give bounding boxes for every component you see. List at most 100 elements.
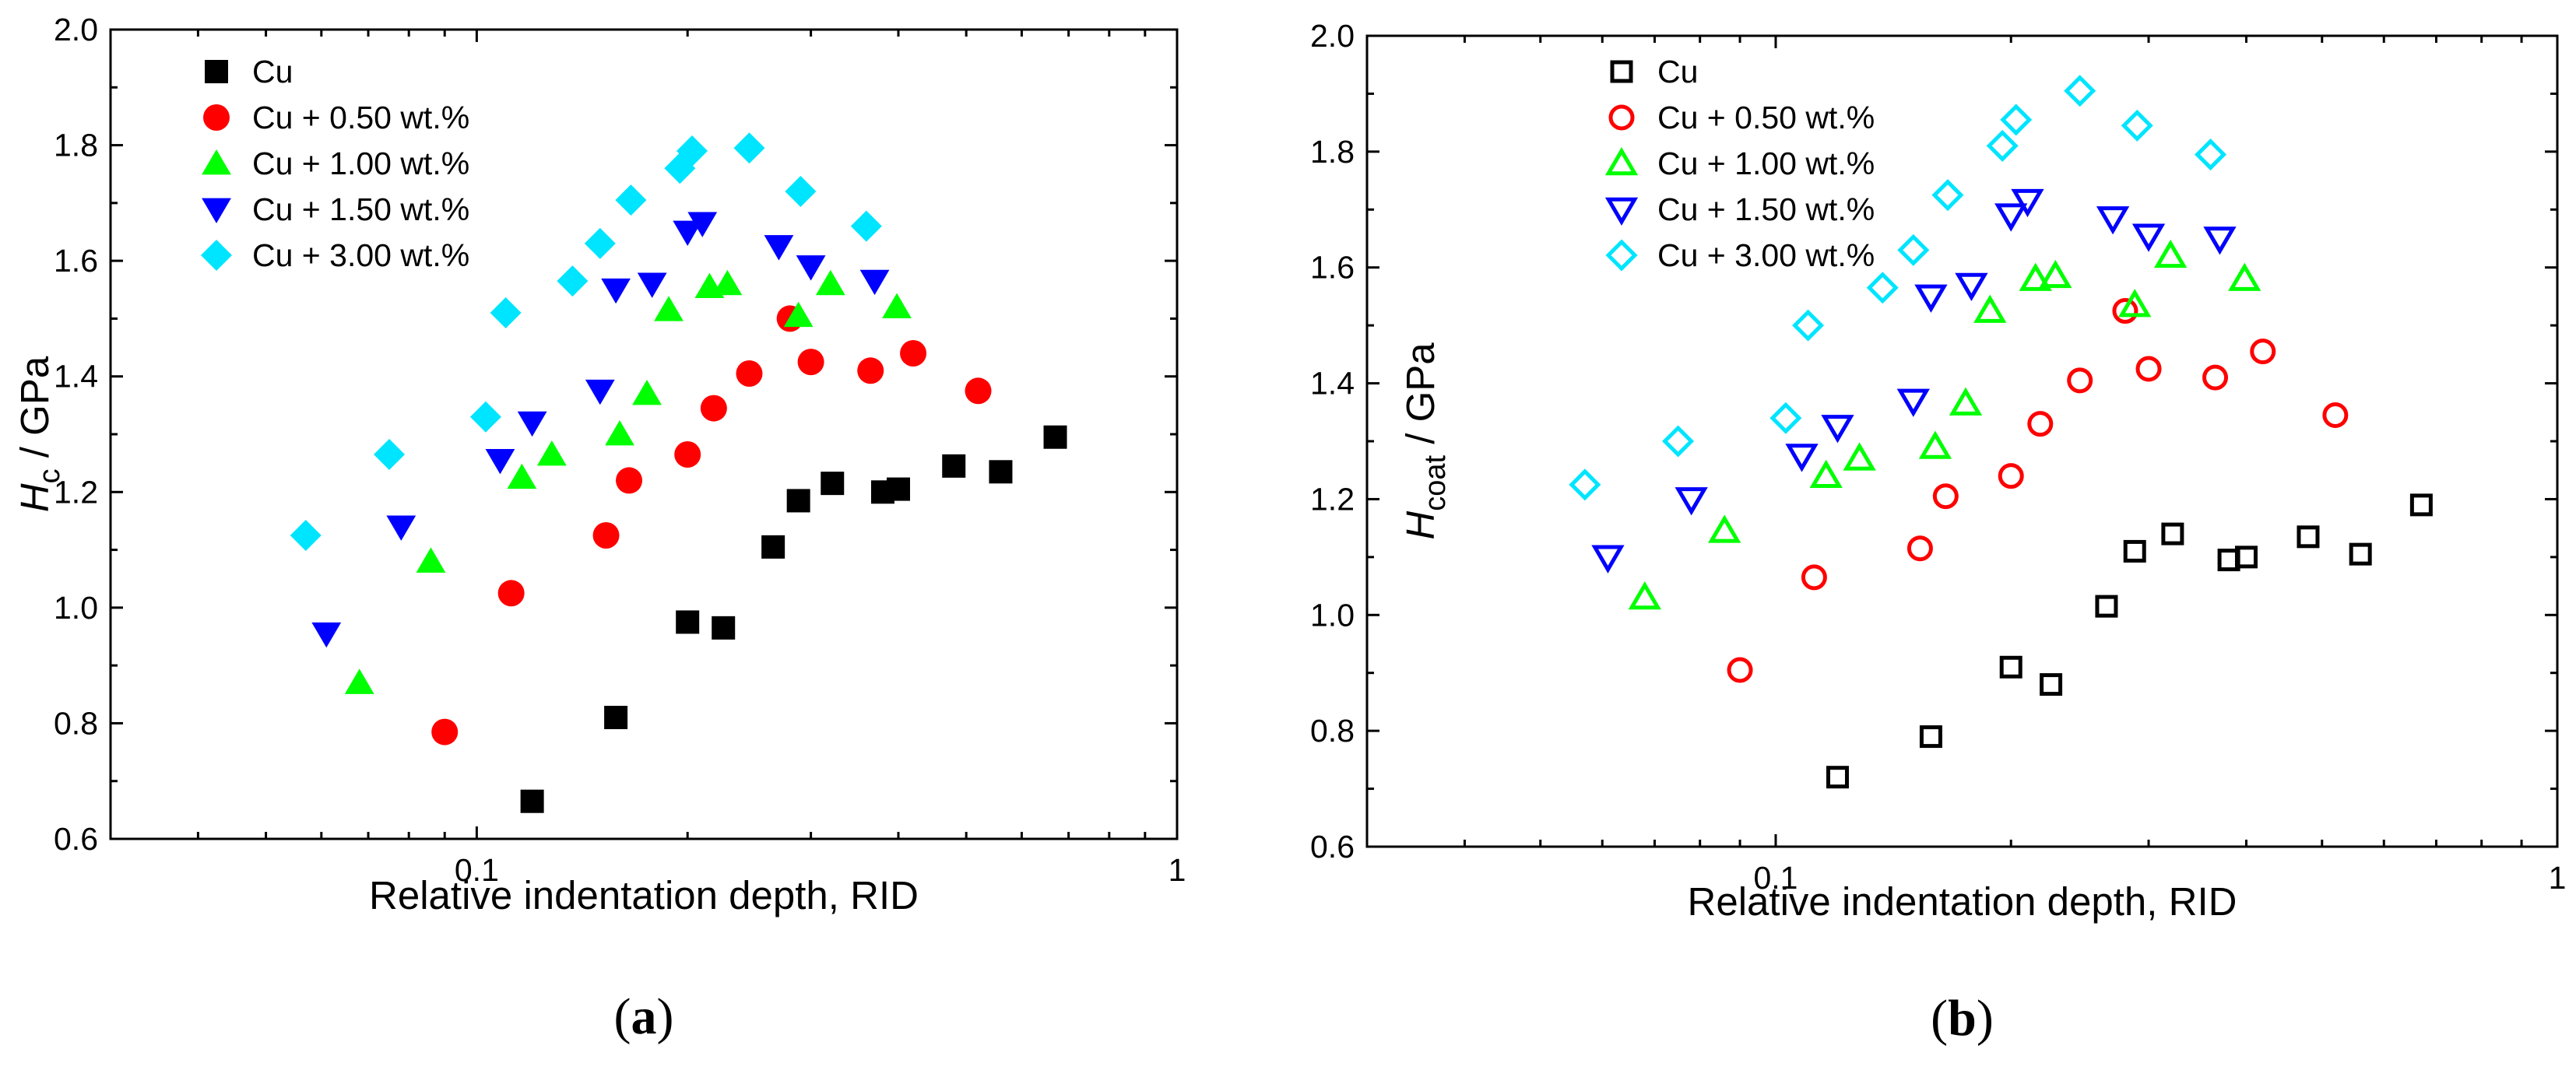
y-tick-label: 2.0 <box>1310 18 1355 54</box>
data-point <box>1973 294 2007 323</box>
legend-entry: Cu + 1.00 wt.% <box>1657 146 1875 181</box>
data-point <box>2409 493 2433 517</box>
data-point <box>673 220 703 246</box>
panel-label: (a) <box>614 988 674 1045</box>
data-point <box>712 616 736 640</box>
y-tick-label: 1.8 <box>54 128 98 163</box>
data-point <box>2039 259 2072 289</box>
y-tick-label: 1.2 <box>1310 481 1355 517</box>
data-point <box>615 184 647 216</box>
series-cu-1-50-wt- <box>311 212 890 648</box>
y-axis-title-unit: / GPa <box>1398 342 1443 455</box>
data-point <box>290 520 322 551</box>
series-cu <box>520 425 1067 813</box>
data-point <box>882 293 912 318</box>
data-point <box>942 454 966 478</box>
data-point <box>989 460 1013 484</box>
data-point <box>1662 425 1695 458</box>
y-tick-label: 2.0 <box>54 12 98 47</box>
data-point <box>2154 239 2188 268</box>
data-point <box>605 420 634 446</box>
data-point <box>557 265 589 297</box>
data-point <box>585 379 615 405</box>
data-point <box>2297 525 2320 549</box>
data-point <box>1914 284 1948 313</box>
data-point <box>2135 356 2162 382</box>
data-point <box>1918 430 1952 459</box>
data-point <box>2234 546 2258 569</box>
data-point <box>687 212 718 237</box>
data-point <box>797 349 824 376</box>
y-tick-label: 0.6 <box>54 821 98 857</box>
y-tick-label: 1.0 <box>1310 597 1355 633</box>
y-axis-title: Hcoat / GPa <box>1398 342 1452 540</box>
data-point <box>1931 179 1964 212</box>
x-axis-title: Relative indentation depth, RID <box>369 873 919 917</box>
data-point <box>783 301 814 328</box>
data-point <box>1675 487 1708 516</box>
data-point <box>2027 411 2054 437</box>
data-point <box>1897 233 1930 266</box>
panel-a-hardness-composite: 0.6 0.8 1.0 1.2 1.4 1.6 1.8 2.0 0.1 1 Relative ind… <box>12 12 1186 1045</box>
data-point <box>1769 402 1802 434</box>
data-point <box>654 296 684 321</box>
data-point <box>431 718 459 745</box>
data-point <box>344 668 374 694</box>
y-tick-label: 1.0 <box>54 590 98 626</box>
legend-entry: Cu + 0.50 wt.% <box>1657 100 1875 135</box>
data-point <box>485 449 515 475</box>
data-point <box>2118 289 2152 317</box>
panel-label-letter: a <box>631 988 657 1045</box>
x-tick-label: 1 <box>1169 852 1186 888</box>
data-point <box>1998 463 2024 489</box>
data-point <box>1591 545 1625 574</box>
data-point <box>2064 75 2096 107</box>
series-cu-0-50-wt- <box>1727 298 2349 683</box>
series-cu-1-50-wt- <box>1591 188 2237 574</box>
legend-entry: Cu + 0.50 wt.% <box>252 100 469 135</box>
data-point <box>1949 387 1983 416</box>
data-point <box>2096 206 2130 235</box>
legend-marker <box>1604 147 1639 176</box>
data-point <box>2112 298 2138 325</box>
data-point <box>1792 309 1825 342</box>
data-point <box>785 176 817 207</box>
x-tick-label: 0.1 <box>455 852 499 888</box>
y-tick-label: 1.2 <box>54 474 98 510</box>
series-cu-1-00-wt- <box>344 269 912 694</box>
data-point <box>1628 581 1661 610</box>
data-point <box>469 401 501 433</box>
data-point <box>815 269 845 296</box>
legend-marker <box>205 60 228 83</box>
data-point <box>2011 188 2044 218</box>
data-point <box>490 297 522 328</box>
legend-marker <box>202 149 231 175</box>
y-tick-label: 1.6 <box>1310 250 1355 286</box>
x-tick-label: 1 <box>2549 860 2567 896</box>
legend-entry: Cu + 3.00 wt.% <box>1657 237 1875 273</box>
y-tick-label: 1.4 <box>54 359 98 395</box>
data-point <box>857 357 884 384</box>
data-point <box>736 360 763 387</box>
data-point <box>373 439 405 470</box>
data-point <box>1843 442 1876 471</box>
data-point <box>1907 535 1933 562</box>
data-point <box>2322 402 2349 429</box>
data-point <box>616 467 643 494</box>
y-tick-label: 1.6 <box>54 243 98 279</box>
data-point <box>1569 468 1601 501</box>
series-cu-1-00-wt- <box>1628 239 2261 610</box>
data-point <box>2067 367 2093 394</box>
data-point <box>1785 444 1819 472</box>
y-tick-label: 0.8 <box>1310 713 1355 749</box>
data-point <box>733 132 765 164</box>
data-point <box>536 440 567 466</box>
series-cu-3-00-wt- <box>290 132 882 551</box>
data-point <box>2228 262 2261 291</box>
data-point <box>2123 539 2146 563</box>
data-point <box>1896 388 1930 417</box>
data-point <box>2161 522 2184 546</box>
data-point <box>786 489 810 513</box>
data-point <box>764 235 794 261</box>
